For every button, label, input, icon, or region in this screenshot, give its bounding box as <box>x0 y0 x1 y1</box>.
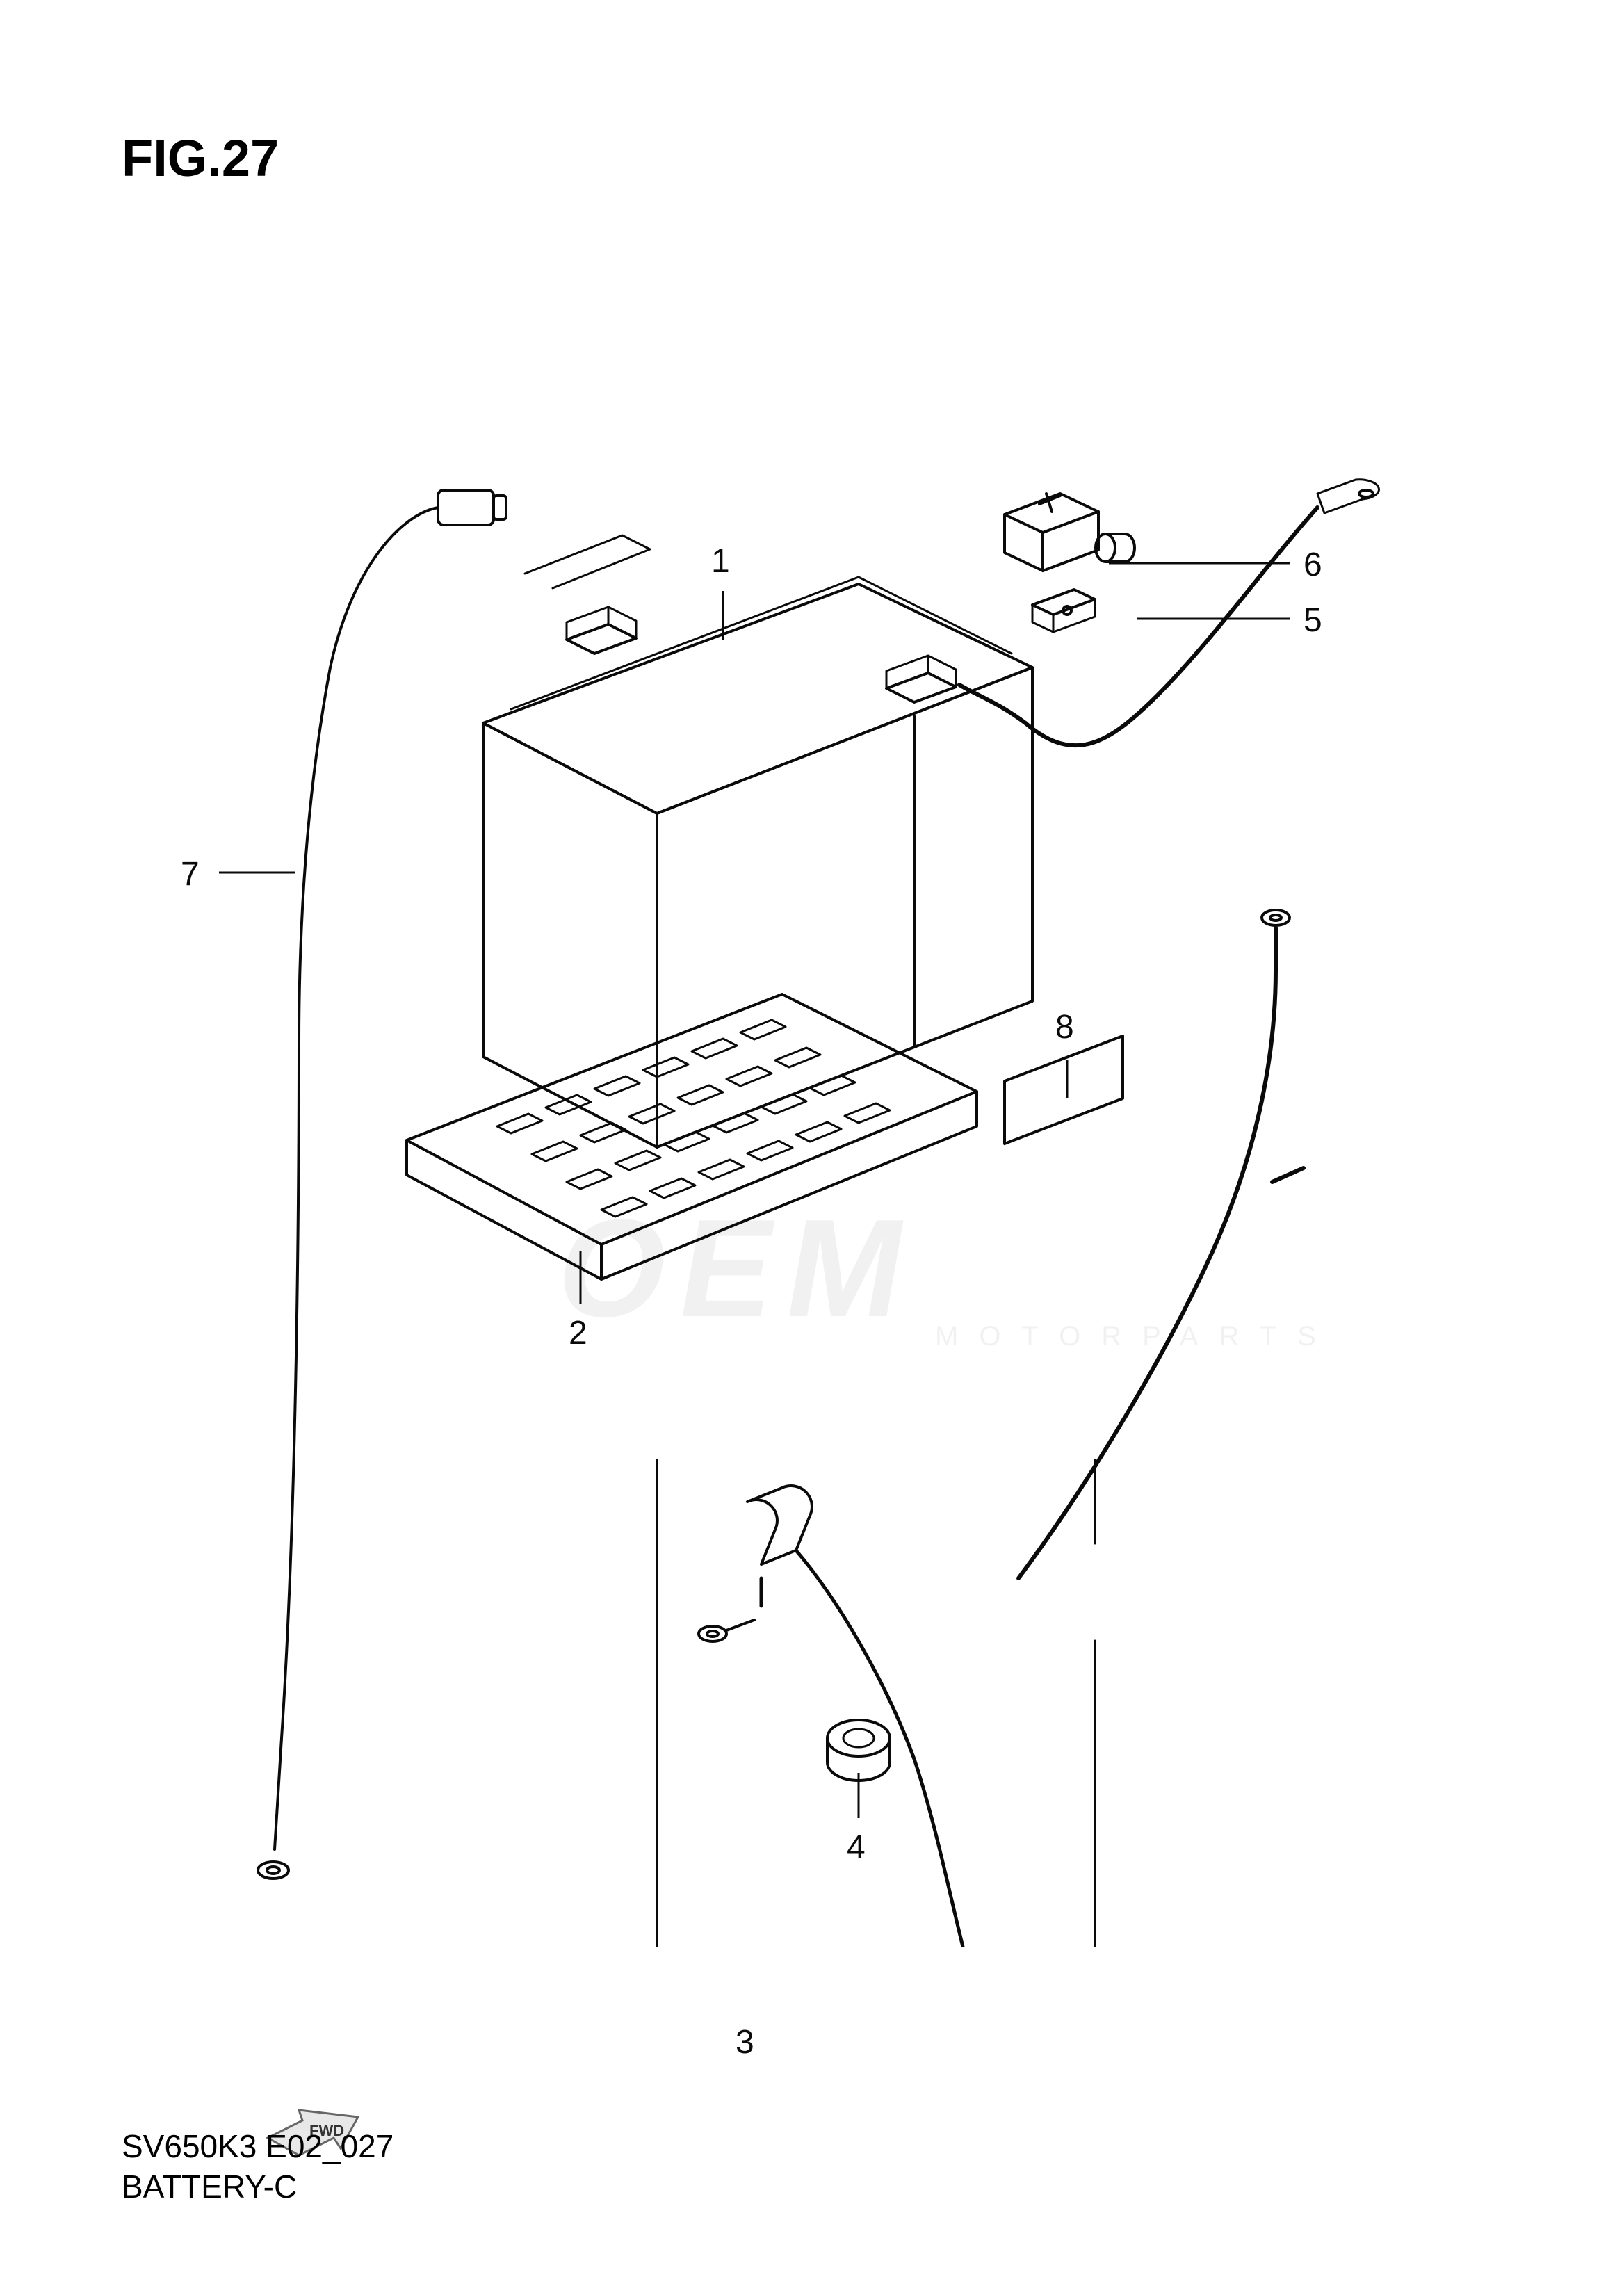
page: FIG.27 OEM MOTORPARTS <box>0 0 1624 2295</box>
figure-title: FIG.27 <box>122 129 279 188</box>
model-code: SV650K3 E02_027 <box>122 2127 393 2165</box>
parts-diagram-svg <box>122 278 1484 1947</box>
callout-4: 4 <box>847 1828 866 1867</box>
callout-1: 1 <box>711 542 730 581</box>
callout-5: 5 <box>1304 601 1322 640</box>
callout-7: 7 <box>181 855 200 893</box>
callout-6: 6 <box>1304 546 1322 584</box>
callout-8: 8 <box>1055 1008 1074 1046</box>
diagram-area: OEM MOTORPARTS <box>122 278 1484 1947</box>
callout-2: 2 <box>569 1314 587 1352</box>
callout-3: 3 <box>736 2023 754 2061</box>
section-name: BATTERY-C <box>122 2168 297 2205</box>
